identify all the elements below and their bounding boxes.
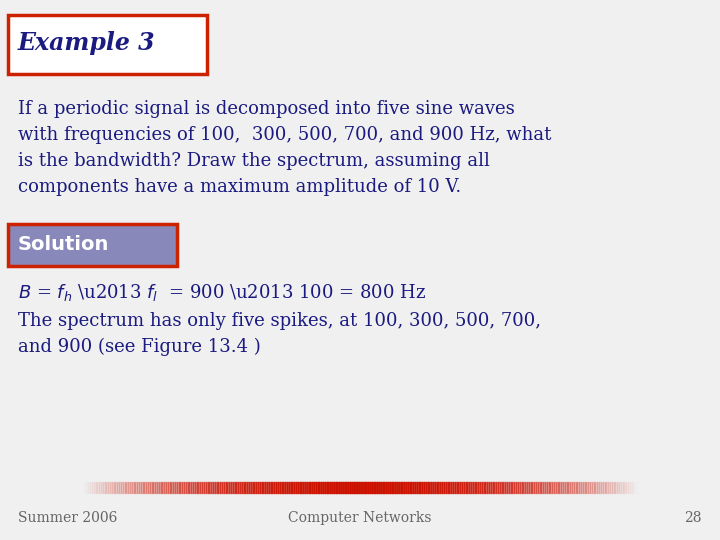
Text: If a periodic signal is decomposed into five sine waves: If a periodic signal is decomposed into … [18,100,515,118]
Text: Example 3: Example 3 [18,31,156,55]
Text: and 900 (see Figure 13.4 ): and 900 (see Figure 13.4 ) [18,338,261,356]
Text: is the bandwidth? Draw the spectrum, assuming all: is the bandwidth? Draw the spectrum, ass… [18,152,490,170]
Text: Solution: Solution [18,235,109,254]
FancyBboxPatch shape [8,224,177,266]
Text: Computer Networks: Computer Networks [288,511,432,525]
Text: The spectrum has only five spikes, at 100, 300, 500, 700,: The spectrum has only five spikes, at 10… [18,312,541,330]
Text: Summer 2006: Summer 2006 [18,511,117,525]
Text: with frequencies of 100,  300, 500, 700, and 900 Hz, what: with frequencies of 100, 300, 500, 700, … [18,126,552,144]
Text: $\it{B}$ = $\it{f}_h$ \u2013 $\it{f}_l$  = 900 \u2013 100 = 800 Hz: $\it{B}$ = $\it{f}_h$ \u2013 $\it{f}_l$ … [18,282,426,303]
FancyBboxPatch shape [8,15,207,74]
Text: components have a maximum amplitude of 10 V.: components have a maximum amplitude of 1… [18,178,462,196]
Text: 28: 28 [685,511,702,525]
